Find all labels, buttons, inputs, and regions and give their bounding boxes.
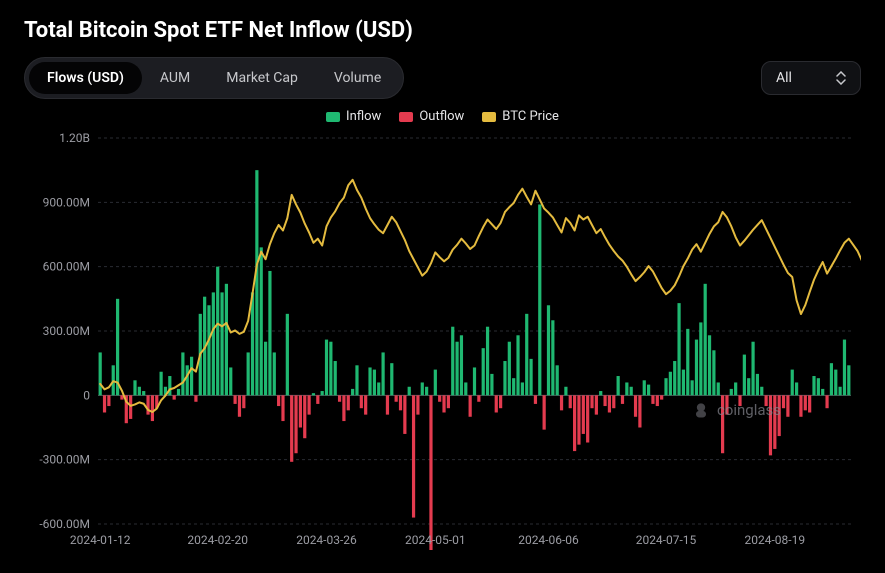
svg-text:0: 0	[83, 388, 90, 402]
tab-volume[interactable]: Volume	[316, 62, 399, 94]
svg-text:2024-02-20: 2024-02-20	[187, 533, 248, 547]
legend-outflow: Outflow	[399, 109, 464, 124]
legend-btc-price: BTC Price	[482, 109, 559, 124]
svg-text:-600.00M: -600.00M	[39, 517, 90, 531]
svg-text:300.00M: 300.00M	[43, 324, 90, 338]
tab-flows[interactable]: Flows (USD)	[29, 62, 142, 94]
legend-inflow: Inflow	[326, 109, 381, 124]
time-range-value: All	[776, 70, 792, 86]
chart-legend: Inflow Outflow BTC Price	[24, 109, 861, 124]
svg-text:-300.00M: -300.00M	[39, 453, 90, 467]
svg-text:900.00M: 900.00M	[43, 195, 90, 209]
page-title: Total Bitcoin Spot ETF Net Inflow (USD)	[24, 18, 861, 43]
legend-outflow-label: Outflow	[419, 109, 464, 124]
svg-text:2024-05-01: 2024-05-01	[405, 533, 466, 547]
metric-tabs: Flows (USD) AUM Market Cap Volume	[24, 57, 404, 99]
btc-price-color-swatch	[482, 112, 496, 122]
net-inflow-chart: 1.20B 900.00M 600.00M 300.00M 0 -300.00M -600.…	[24, 130, 861, 550]
outflow-color-swatch	[399, 112, 413, 122]
legend-btc-price-label: BTC Price	[502, 109, 559, 124]
svg-text:2024-03-26: 2024-03-26	[296, 533, 357, 547]
time-range-select[interactable]: All	[761, 61, 861, 95]
svg-text:2024-06-06: 2024-06-06	[518, 533, 579, 547]
svg-text:2024-01-12: 2024-01-12	[70, 533, 131, 547]
svg-text:2024-08-19: 2024-08-19	[745, 533, 806, 547]
tab-marketcap[interactable]: Market Cap	[208, 62, 316, 94]
chart-area: 1.20B 900.00M 600.00M 300.00M 0 -300.00M -600.…	[24, 130, 861, 550]
chevron-up-down-icon	[836, 71, 846, 85]
svg-text:1.20B: 1.20B	[59, 131, 90, 145]
legend-inflow-label: Inflow	[346, 109, 381, 124]
svg-text:2024-07-15: 2024-07-15	[636, 533, 697, 547]
svg-text:600.00M: 600.00M	[43, 260, 90, 274]
controls-row: Flows (USD) AUM Market Cap Volume All	[24, 57, 861, 99]
inflow-color-swatch	[326, 112, 340, 122]
tab-aum[interactable]: AUM	[142, 62, 208, 94]
